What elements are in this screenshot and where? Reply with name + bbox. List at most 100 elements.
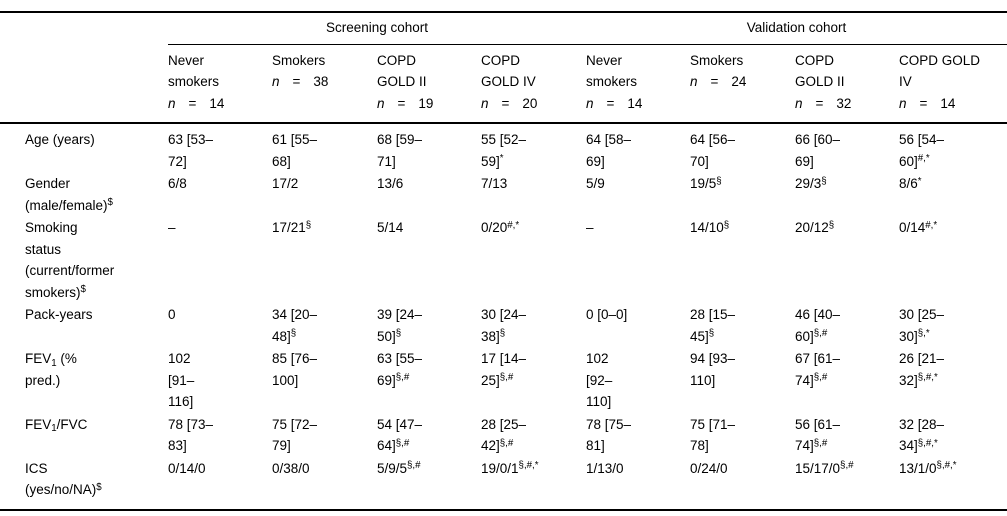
column-header-0: Never smokers n = 14	[168, 44, 272, 124]
n-value: 24	[731, 74, 747, 89]
cohort-characteristics-table: Screening cohort Validation cohort Never s…	[0, 11, 1007, 511]
data-cell: 28 [15– 45]§	[690, 307, 736, 344]
column-n-count: n = 14	[168, 96, 224, 111]
data-cell: 7/13	[481, 176, 508, 191]
group-header-label: Validation cohort	[746, 20, 847, 35]
data-cell: 17/21§	[272, 219, 312, 235]
column-name: Smokers	[690, 52, 744, 68]
table-row-4: FEV1 (% pred.) 102 [91– 116] 85 [76– 100] 63 [5…	[0, 347, 1007, 413]
column-header-2: COPD GOLD II n = 19	[377, 44, 481, 124]
data-cell: 29/3§	[795, 175, 827, 191]
column-name: Never smokers	[168, 52, 220, 90]
data-cell: 0/14/0	[168, 456, 272, 511]
data-cell: 0/20#,*	[481, 219, 520, 235]
column-name: COPD GOLD IV	[899, 52, 981, 90]
data-cell: 15/17/0§,#	[795, 456, 899, 511]
data-cell: 17 [14– 25]§,#	[481, 351, 527, 388]
data-cell: 39 [24– 50]§	[377, 307, 423, 344]
data-cell: 68 [59– 71]	[377, 132, 423, 169]
data-cell: 13/6	[377, 176, 404, 191]
column-name: COPD GOLD IV	[481, 52, 536, 90]
equals-sign: =	[397, 95, 406, 111]
row-label-4: FEV1 (% pred.)	[25, 351, 77, 388]
column-header-3: COPD GOLD IV n = 20	[481, 44, 586, 124]
data-cell: 26 [21– 32]§,#,*	[899, 351, 945, 388]
data-cell: –	[168, 220, 176, 235]
data-cell: 0/38/0	[272, 456, 377, 511]
row-label-1: Gender (male/female)$	[25, 176, 113, 213]
n-symbol: n	[899, 95, 907, 111]
equals-sign: =	[815, 95, 824, 111]
data-cell: 20/12§	[795, 219, 835, 235]
data-cell: 0/24/0	[690, 456, 795, 511]
n-symbol: n	[377, 95, 385, 111]
data-cell: 13/1/0§,#,*	[899, 456, 1007, 511]
column-name: Smokers	[272, 52, 326, 68]
data-cell: 6/8	[168, 176, 187, 191]
n-value: 14	[209, 95, 225, 111]
data-cell: 0/14#,*	[899, 219, 938, 235]
data-cell: 30 [25– 30]§,*	[899, 307, 945, 344]
data-cell: 1/13/0	[586, 456, 690, 511]
equals-sign: =	[501, 95, 510, 111]
n-value: 32	[836, 95, 852, 111]
n-value: 14	[627, 95, 643, 111]
n-value: 19	[418, 95, 434, 111]
data-cell: 85 [76– 100]	[272, 351, 318, 388]
data-cell: 56 [61– 74]§,#	[795, 416, 841, 454]
column-n-count: n = 38	[272, 74, 328, 89]
data-cell: 8/6*	[899, 175, 922, 191]
data-cell: 102 [92– 110]	[586, 351, 613, 409]
data-cell: 5/9	[586, 176, 605, 191]
equals-sign: =	[188, 95, 197, 111]
data-cell: 75 [71– 78]	[690, 416, 736, 454]
data-cell: –	[586, 220, 594, 235]
data-cell: 56 [54– 60]#,*	[899, 132, 945, 169]
table-row-3: Pack-years 0 34 [20– 48]§ 39 [24– 50]§ 30 [24–…	[0, 303, 1007, 347]
column-n-count: n = 14	[586, 96, 642, 111]
n-symbol: n	[795, 95, 803, 111]
data-cell: 54 [47– 64]§,#	[377, 416, 423, 454]
column-header-4: Never smokers n = 14	[586, 44, 690, 124]
data-cell: 30 [24– 38]§	[481, 307, 527, 344]
data-cell: 66 [60– 69]	[795, 132, 841, 169]
group-header-row: Screening cohort Validation cohort	[0, 12, 1007, 45]
column-header-1: Smokers n = 38	[272, 44, 377, 124]
n-symbol: n	[690, 74, 698, 89]
column-name: Never smokers	[586, 52, 638, 90]
data-cell: 75 [72– 79]	[272, 416, 318, 454]
column-n-count: n = 24	[690, 74, 746, 89]
data-cell: 78 [75– 81]	[586, 416, 632, 454]
table-row-5: FEV1/FVC 78 [73– 83] 75 [72– 79] 54 [47– 64]§,…	[0, 413, 1007, 457]
n-symbol: n	[586, 95, 594, 111]
n-symbol: n	[168, 95, 176, 111]
data-cell: 19/0/1§,#,*	[481, 456, 586, 511]
n-value: 20	[522, 95, 538, 111]
data-cell: 17/2	[272, 176, 299, 191]
n-symbol: n	[272, 74, 280, 89]
column-n-count: n = 20	[481, 96, 537, 111]
column-n-count: n = 19	[377, 96, 433, 111]
column-header-5: Smokers n = 24	[690, 44, 795, 124]
data-cell: 5/14	[377, 220, 404, 235]
column-n-count: n = 14	[899, 96, 955, 111]
data-cell: 78 [73– 83]	[168, 416, 214, 454]
row-label-5: FEV1/FVC	[25, 416, 88, 435]
data-cell: 64 [58– 69]	[586, 132, 632, 169]
column-header-row: Never smokers n = 14 Smokers n = 38 COPD GOLD II n =…	[0, 44, 1007, 124]
equals-sign: =	[710, 74, 719, 89]
data-cell: 63 [55– 69]§,#	[377, 351, 423, 388]
data-cell: 5/9/5§,#	[377, 456, 481, 511]
table-header: Screening cohort Validation cohort Never s…	[0, 12, 1007, 124]
data-cell: 61 [55– 68]	[272, 132, 318, 169]
group-header-label: Screening cohort	[325, 20, 429, 35]
data-cell: 55 [52– 59]*	[481, 132, 527, 169]
data-cell: 94 [93– 110]	[690, 351, 736, 388]
n-value: 14	[940, 95, 956, 111]
equals-sign: =	[606, 95, 615, 111]
data-cell: 67 [61– 74]§,#	[795, 351, 841, 388]
row-label-6: ICS (yes/no/NA)$	[0, 456, 168, 511]
data-cell: 0 [0–0]	[586, 307, 628, 322]
data-cell: 19/5§	[690, 175, 722, 191]
row-label-3: Pack-years	[25, 307, 93, 322]
